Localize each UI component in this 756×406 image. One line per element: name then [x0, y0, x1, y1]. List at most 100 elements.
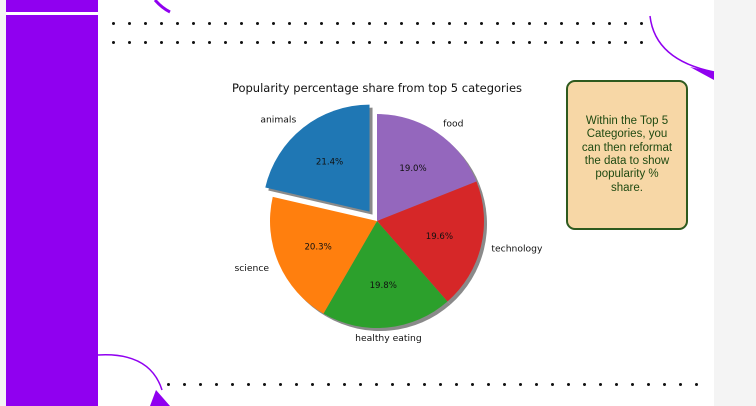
pie-slice-technology — [377, 181, 484, 302]
percent-label-technology: 19.6% — [426, 232, 453, 242]
decorative-dot — [583, 383, 586, 386]
dot-row-bottom — [167, 383, 711, 386]
decorative-dot — [224, 41, 227, 44]
decorative-dot — [624, 22, 627, 25]
decorative-dot — [592, 22, 595, 25]
decorative-dot — [679, 383, 682, 386]
decorative-dot — [544, 22, 547, 25]
percent-label-food: 19.0% — [399, 164, 426, 174]
decorative-dot — [471, 383, 474, 386]
decorative-dot — [128, 22, 131, 25]
decorative-dot — [176, 41, 179, 44]
category-label-science: science — [234, 263, 269, 274]
decorative-dot — [279, 383, 282, 386]
decorative-dot — [544, 41, 547, 44]
decorative-dot — [240, 22, 243, 25]
decorative-dot — [416, 41, 419, 44]
decorative-dot — [432, 41, 435, 44]
decorative-dot — [112, 22, 115, 25]
category-label-healthy-eating: healthy eating — [355, 333, 422, 344]
decorative-dot — [496, 41, 499, 44]
decorative-dot — [448, 22, 451, 25]
decorative-dot — [231, 383, 234, 386]
decorative-dot — [384, 41, 387, 44]
dot-row-top-2 — [112, 41, 656, 44]
decorative-dot — [528, 22, 531, 25]
decorative-dot — [208, 41, 211, 44]
decorative-dot — [592, 41, 595, 44]
pie-slice-animals — [265, 104, 370, 212]
decorative-dot — [608, 22, 611, 25]
decorative-dot — [624, 41, 627, 44]
decorative-dot — [439, 383, 442, 386]
decorative-dot — [519, 383, 522, 386]
decorative-dot — [512, 41, 515, 44]
decorative-dot — [640, 22, 643, 25]
right-margin — [714, 0, 756, 406]
decorative-dot — [192, 41, 195, 44]
decorative-dot — [176, 22, 179, 25]
decorative-dot — [576, 22, 579, 25]
decorative-dot — [423, 383, 426, 386]
decorative-dot — [695, 383, 698, 386]
decorative-dot — [224, 22, 227, 25]
decorative-dot — [352, 22, 355, 25]
decorative-dot — [247, 383, 250, 386]
decorative-dot — [640, 41, 643, 44]
decorative-dot — [448, 41, 451, 44]
decorative-dot — [167, 383, 170, 386]
decorative-dot — [647, 383, 650, 386]
decorative-dot — [368, 22, 371, 25]
decorative-dot — [375, 383, 378, 386]
decorative-dot — [336, 22, 339, 25]
decorative-dot — [320, 22, 323, 25]
category-label-food: food — [443, 119, 463, 130]
decorative-dot — [160, 22, 163, 25]
decorative-dot — [551, 383, 554, 386]
decorative-dot — [384, 22, 387, 25]
decorative-dot — [487, 383, 490, 386]
decorative-dot — [304, 22, 307, 25]
decorative-dot — [400, 41, 403, 44]
decorative-dot — [535, 383, 538, 386]
decorative-dot — [160, 41, 163, 44]
decorative-dot — [199, 383, 202, 386]
decorative-dot — [208, 22, 211, 25]
bottom-left-arc-decoration — [97, 354, 163, 391]
decorative-dot — [608, 41, 611, 44]
decorative-dot — [455, 383, 458, 386]
pie-slice-science — [270, 196, 377, 314]
decorative-dot — [576, 41, 579, 44]
bottom-left-wedge-decoration — [150, 390, 170, 406]
decorative-dot — [496, 22, 499, 25]
decorative-dot — [359, 383, 362, 386]
decorative-dot — [503, 383, 506, 386]
decorative-dot — [288, 41, 291, 44]
decorative-dot — [336, 41, 339, 44]
decorative-dot — [112, 41, 115, 44]
decorative-dot — [560, 22, 563, 25]
left-accent-band — [6, 0, 98, 406]
top-left-arc-decoration — [153, 0, 171, 14]
decorative-dot — [391, 383, 394, 386]
decorative-dot — [128, 41, 131, 44]
percent-label-science: 20.3% — [304, 243, 331, 253]
percent-label-healthy-eating: 19.8% — [370, 281, 397, 291]
decorative-dot — [288, 22, 291, 25]
decorative-dot — [631, 383, 634, 386]
callout-box: Within the Top 5 Categories, you can the… — [566, 80, 688, 230]
decorative-dot — [327, 383, 330, 386]
decorative-dot — [320, 41, 323, 44]
decorative-dot — [215, 383, 218, 386]
decorative-dot — [615, 383, 618, 386]
decorative-dot — [272, 41, 275, 44]
decorative-dot — [560, 41, 563, 44]
category-label-technology: technology — [491, 244, 543, 255]
decorative-dot — [311, 383, 314, 386]
decorative-dot — [263, 383, 266, 386]
decorative-dot — [272, 22, 275, 25]
decorative-dot — [256, 41, 259, 44]
percent-label-animals: 21.4% — [316, 157, 343, 167]
